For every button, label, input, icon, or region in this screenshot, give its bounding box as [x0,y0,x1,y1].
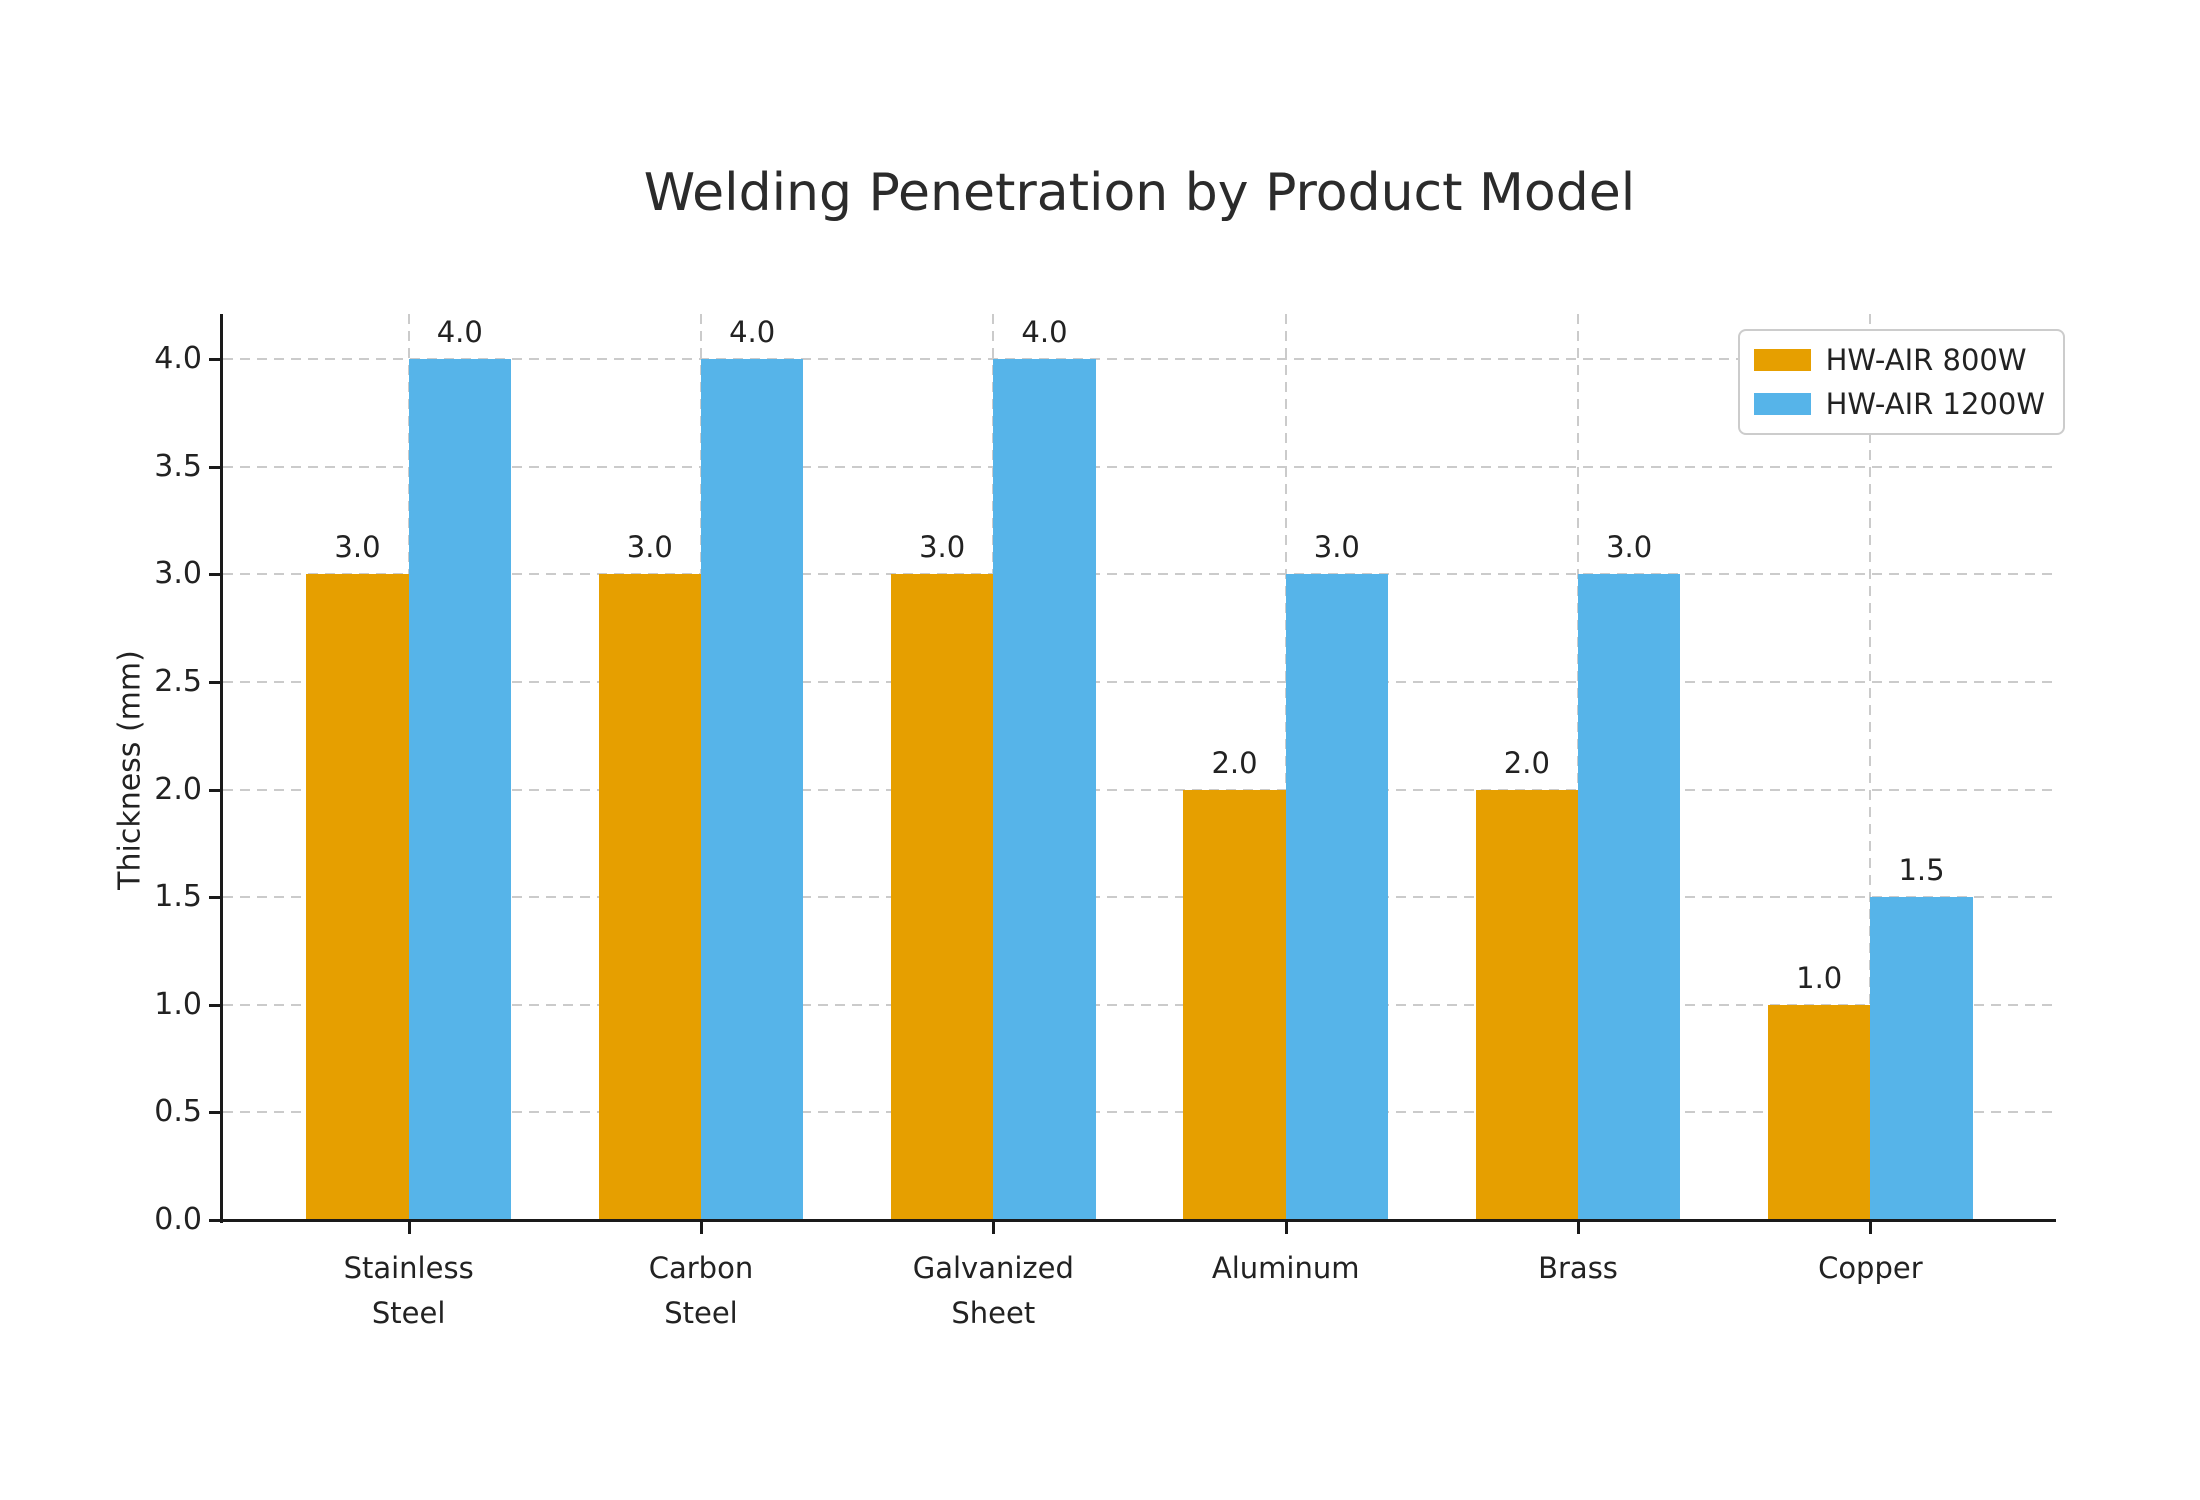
y-tick-label: 1.5 [154,879,202,915]
y-tick-mark [209,1003,221,1007]
x-axis-spine [220,1219,2056,1222]
bar-series2 [1285,574,1388,1220]
x-tick-mark [407,1222,411,1234]
y-tick-label: 2.5 [154,663,202,699]
bar-series1 [1475,789,1578,1220]
y-tick-mark [209,896,221,900]
bar-series2 [408,359,511,1220]
bar-series1 [891,574,994,1220]
legend-label: HW-AIR 1200W [1825,387,2045,421]
bar-series1 [306,574,409,1220]
gridline-horizontal [223,788,2056,791]
legend: HW-AIR 800W HW-AIR 1200W [1737,329,2065,435]
x-tick-label: Brass [1538,1251,1618,1285]
y-tick-label: 0.0 [154,1202,202,1237]
y-tick-mark [209,788,221,792]
bar-value-label: 4.0 [1021,315,1068,350]
x-tick-mark [992,1222,996,1234]
y-tick-mark [209,358,221,362]
bar-series2 [700,359,804,1220]
legend-swatch [1753,349,1811,371]
bar-value-label: 3.0 [334,530,381,565]
y-tick-label: 2.0 [154,771,202,807]
chart-title: Welding Penetration by Product Model [643,163,1636,223]
y-tick-label: 1.0 [154,986,202,1022]
y-tick-label: 4.0 [154,341,202,377]
gridline-horizontal [223,465,2056,468]
x-tick-mark [1284,1222,1288,1234]
bar-value-label: 4.0 [729,315,776,350]
bar-value-label: 2.0 [1211,745,1258,780]
bar-value-label: 3.0 [1606,530,1653,565]
legend-entry: HW-AIR 1200W [1753,387,2045,421]
y-tick-mark [209,573,221,577]
bar-series1 [598,574,701,1220]
bar-value-label: 4.0 [436,315,483,350]
y-tick-mark [209,1111,221,1115]
legend-swatch [1753,393,1811,415]
gridline-horizontal [223,573,2056,576]
x-tick-mark [699,1222,703,1234]
bar-value-label: 3.0 [626,530,673,565]
x-tick-label: Aluminum [1211,1251,1360,1285]
x-tick-mark [1577,1222,1581,1234]
y-axis-spine [220,314,223,1223]
x-tick-label: Stainless Steel [343,1251,474,1330]
gridline-horizontal [223,1003,2056,1006]
plot-area: 3.0 3.0 3.0 2.0 2.0 1.0 4.0 4.0 4.0 3.0 3.0 1.5 [223,314,2056,1220]
gridline-horizontal [223,358,2056,361]
bar-series2 [1870,897,1973,1220]
x-tick-label: Galvanized Sheet [912,1251,1074,1330]
bar-value-label: 3.0 [1313,530,1360,565]
legend-entry: HW-AIR 800W [1753,343,2045,377]
legend-label: HW-AIR 800W [1825,343,2027,377]
gridline-horizontal [223,680,2056,683]
y-tick-label: 0.5 [154,1094,202,1130]
x-tick-label: Carbon Steel [648,1251,754,1330]
gridline-vertical [1869,314,1872,1220]
bar-series2 [993,359,1096,1220]
gridline-horizontal [223,896,2056,899]
y-tick-label: 3.0 [154,556,202,592]
bar-value-label: 1.0 [1796,960,1843,995]
y-tick-mark [209,465,221,469]
bar-value-label: 2.0 [1503,745,1550,780]
x-tick-label: Copper [1818,1251,1923,1285]
bar-series1 [1183,789,1286,1220]
x-tick-mark [1869,1222,1873,1234]
bar-value-label: 1.5 [1898,853,1945,888]
y-tick-mark [209,680,221,684]
bar-value-label: 3.0 [919,530,966,565]
gridline-horizontal [223,1111,2056,1114]
bar-series2 [1578,574,1681,1220]
y-tick-mark [209,1219,221,1222]
y-tick-label: 3.5 [154,448,202,484]
bar-series1 [1768,1004,1871,1220]
